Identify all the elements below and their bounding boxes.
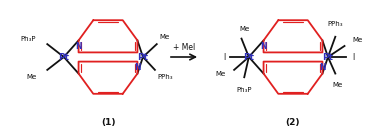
Text: Pt: Pt <box>138 53 149 62</box>
Text: Me: Me <box>26 74 36 80</box>
Text: Me: Me <box>332 82 342 88</box>
Text: + MeI: + MeI <box>173 43 195 51</box>
Text: (2): (2) <box>286 119 300 127</box>
Text: PPh₃: PPh₃ <box>158 74 173 80</box>
Text: Me: Me <box>215 71 226 77</box>
Text: N: N <box>75 42 82 51</box>
Text: I: I <box>352 53 354 62</box>
Text: Pt: Pt <box>322 53 333 62</box>
Text: Pt: Pt <box>243 53 254 62</box>
Text: (1): (1) <box>101 119 115 127</box>
Text: Me: Me <box>352 37 362 43</box>
Text: N: N <box>319 63 326 72</box>
Text: I: I <box>224 53 226 62</box>
Text: Ph₃P: Ph₃P <box>21 36 36 42</box>
Text: Pt: Pt <box>58 53 69 62</box>
Text: Me: Me <box>239 26 249 32</box>
Text: N: N <box>134 63 141 72</box>
Text: Ph₃P: Ph₃P <box>237 87 252 93</box>
Text: N: N <box>260 42 267 51</box>
Text: Me: Me <box>160 34 170 40</box>
Text: PPh₃: PPh₃ <box>328 21 343 27</box>
